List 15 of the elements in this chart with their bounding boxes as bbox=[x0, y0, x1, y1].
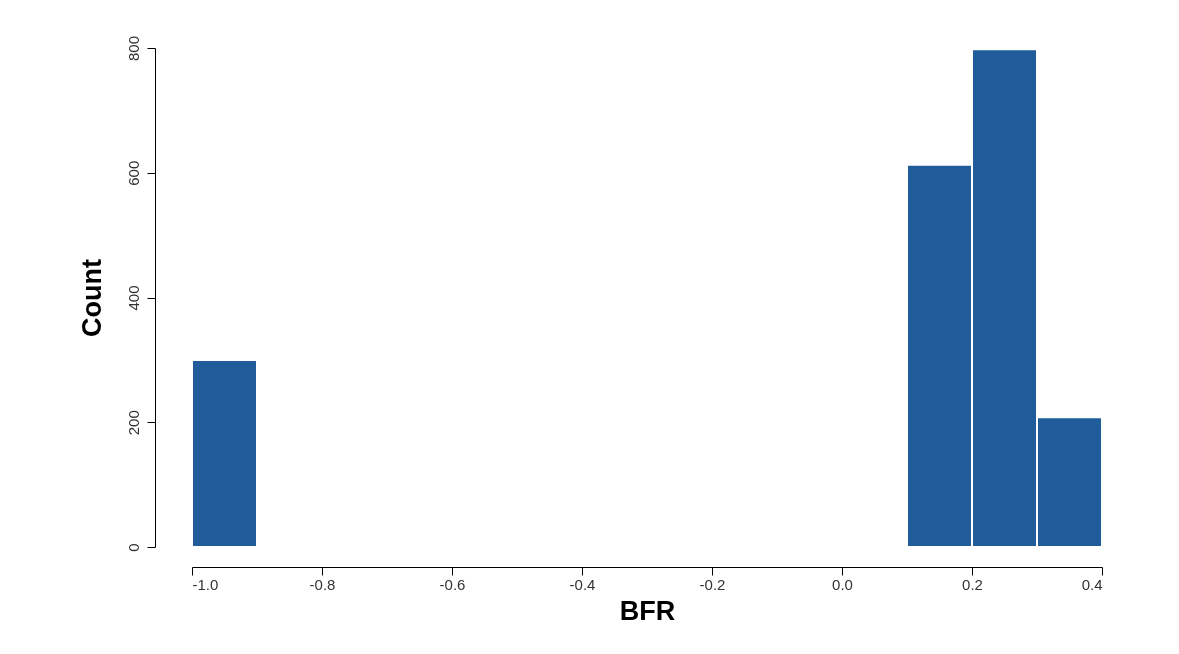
x-tick-label: 0.0 bbox=[832, 575, 853, 593]
x-tick-label: 0.4 bbox=[1081, 575, 1103, 593]
x-tick-label: -0.8 bbox=[309, 575, 336, 593]
y-tick-label: 600 bbox=[124, 160, 142, 186]
x-tick-label: -0.4 bbox=[569, 575, 596, 593]
y-axis-title: Count bbox=[76, 259, 107, 337]
y-tick-label: 800 bbox=[124, 35, 142, 62]
x-tick-label: -0.2 bbox=[699, 575, 726, 593]
y-tick-label: 0 bbox=[124, 543, 142, 552]
x-tick-label: -1.0 bbox=[192, 575, 219, 593]
y-tick-label: 200 bbox=[124, 410, 142, 436]
y-tick-label: 400 bbox=[124, 285, 142, 311]
x-tick-label: -0.6 bbox=[439, 575, 466, 593]
x-tick-label: 0.2 bbox=[962, 575, 983, 593]
x-axis-title: BFR bbox=[619, 595, 676, 626]
